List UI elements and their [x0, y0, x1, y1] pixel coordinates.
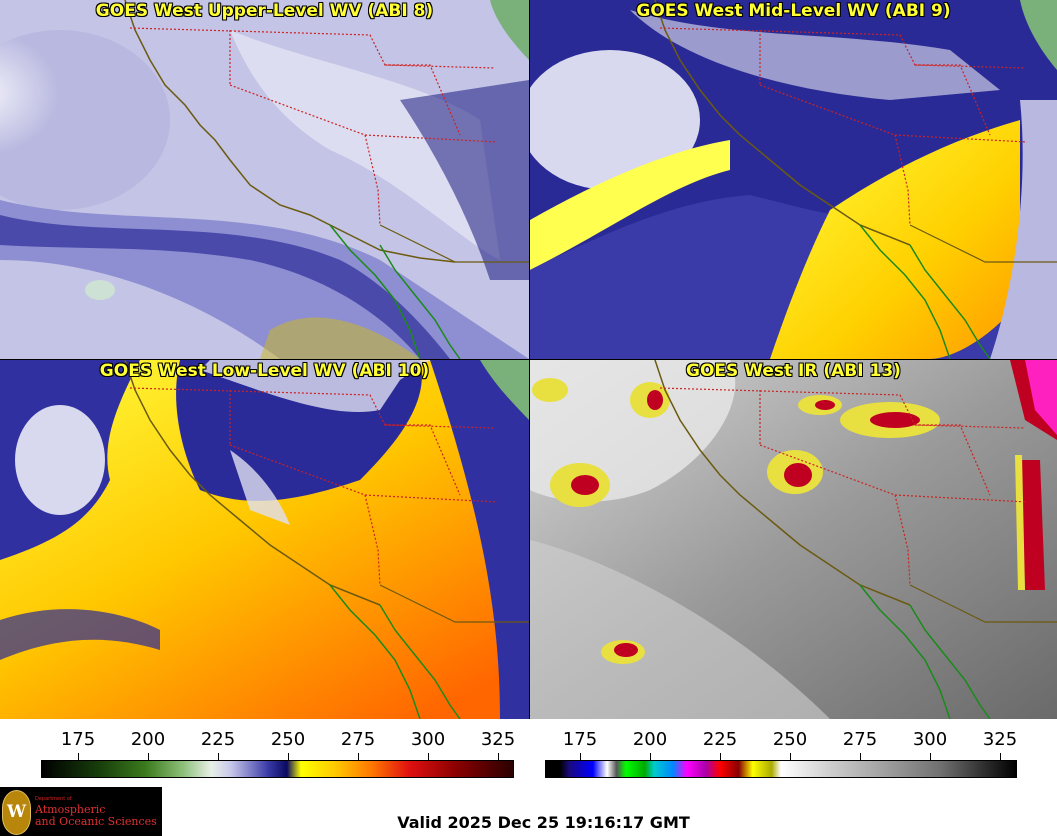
logo-dept-text: Department of: [35, 796, 72, 802]
logo-line-1: Atmospheric: [35, 803, 106, 816]
upper-level-wv-panel: GOES West Upper-Level WV (ABI 8): [0, 0, 529, 359]
wv-tick-mark: [148, 753, 149, 760]
wv-tick-mark: [428, 753, 429, 760]
low-level-wv-image: [0, 360, 529, 719]
ir-tick-mark: [580, 753, 581, 760]
ir-tick-mark: [930, 753, 931, 760]
ir-tick-mark: [790, 753, 791, 760]
wv-tick-label: 325: [480, 729, 516, 750]
ir-tick-label: 300: [912, 729, 948, 750]
valid-time: Valid 2025 Dec 25 19:16:17 GMT: [397, 813, 690, 832]
wv-tick-mark: [218, 753, 219, 760]
ir-tick-label: 225: [702, 729, 738, 750]
ir-tick-mark: [860, 753, 861, 760]
uw-seal-icon: W: [2, 790, 31, 835]
aos-logo[interactable]: W Department of Atmospheric and Oceanic …: [0, 787, 162, 836]
wv-tick-label: 225: [200, 729, 236, 750]
mid-level-wv-image: [530, 0, 1057, 359]
upper-level-wv-title: GOES West Upper-Level WV (ABI 8): [95, 1, 434, 21]
panel-divider-horizontal: [0, 359, 1057, 360]
mid-level-wv-panel: GOES West Mid-Level WV (ABI 9): [530, 0, 1057, 359]
wv-tick-mark: [288, 753, 289, 760]
wv-tick-mark: [358, 753, 359, 760]
low-level-wv-title: GOES West Low-Level WV (ABI 10): [99, 361, 430, 381]
logo-line-2: and Oceanic Sciences: [35, 815, 157, 828]
ir-tick-mark: [650, 753, 651, 760]
wv-colorbar: [41, 760, 514, 778]
wv-tick-label: 200: [130, 729, 166, 750]
ir-tick-label: 325: [982, 729, 1018, 750]
wv-tick-label: 175: [60, 729, 96, 750]
mid-level-wv-title: GOES West Mid-Level WV (ABI 9): [636, 1, 951, 21]
wv-tick-mark: [78, 753, 79, 760]
ir-tick-label: 175: [562, 729, 598, 750]
ir-panel: GOES West IR (ABI 13): [530, 360, 1057, 719]
upper-level-wv-image: [0, 0, 529, 359]
ir-title: GOES West IR (ABI 13): [686, 361, 901, 381]
wv-tick-label: 250: [270, 729, 306, 750]
wv-tick-mark: [498, 753, 499, 760]
ir-tick-mark: [720, 753, 721, 760]
low-level-wv-panel: GOES West Low-Level WV (ABI 10): [0, 360, 529, 719]
ir-tick-label: 250: [772, 729, 808, 750]
ir-colorbar: [545, 760, 1017, 778]
wv-tick-label: 275: [340, 729, 376, 750]
ir-image: [530, 360, 1057, 719]
ir-tick-label: 200: [632, 729, 668, 750]
wv-tick-label: 300: [410, 729, 446, 750]
ir-tick-mark: [1000, 753, 1001, 760]
ir-tick-label: 275: [842, 729, 878, 750]
